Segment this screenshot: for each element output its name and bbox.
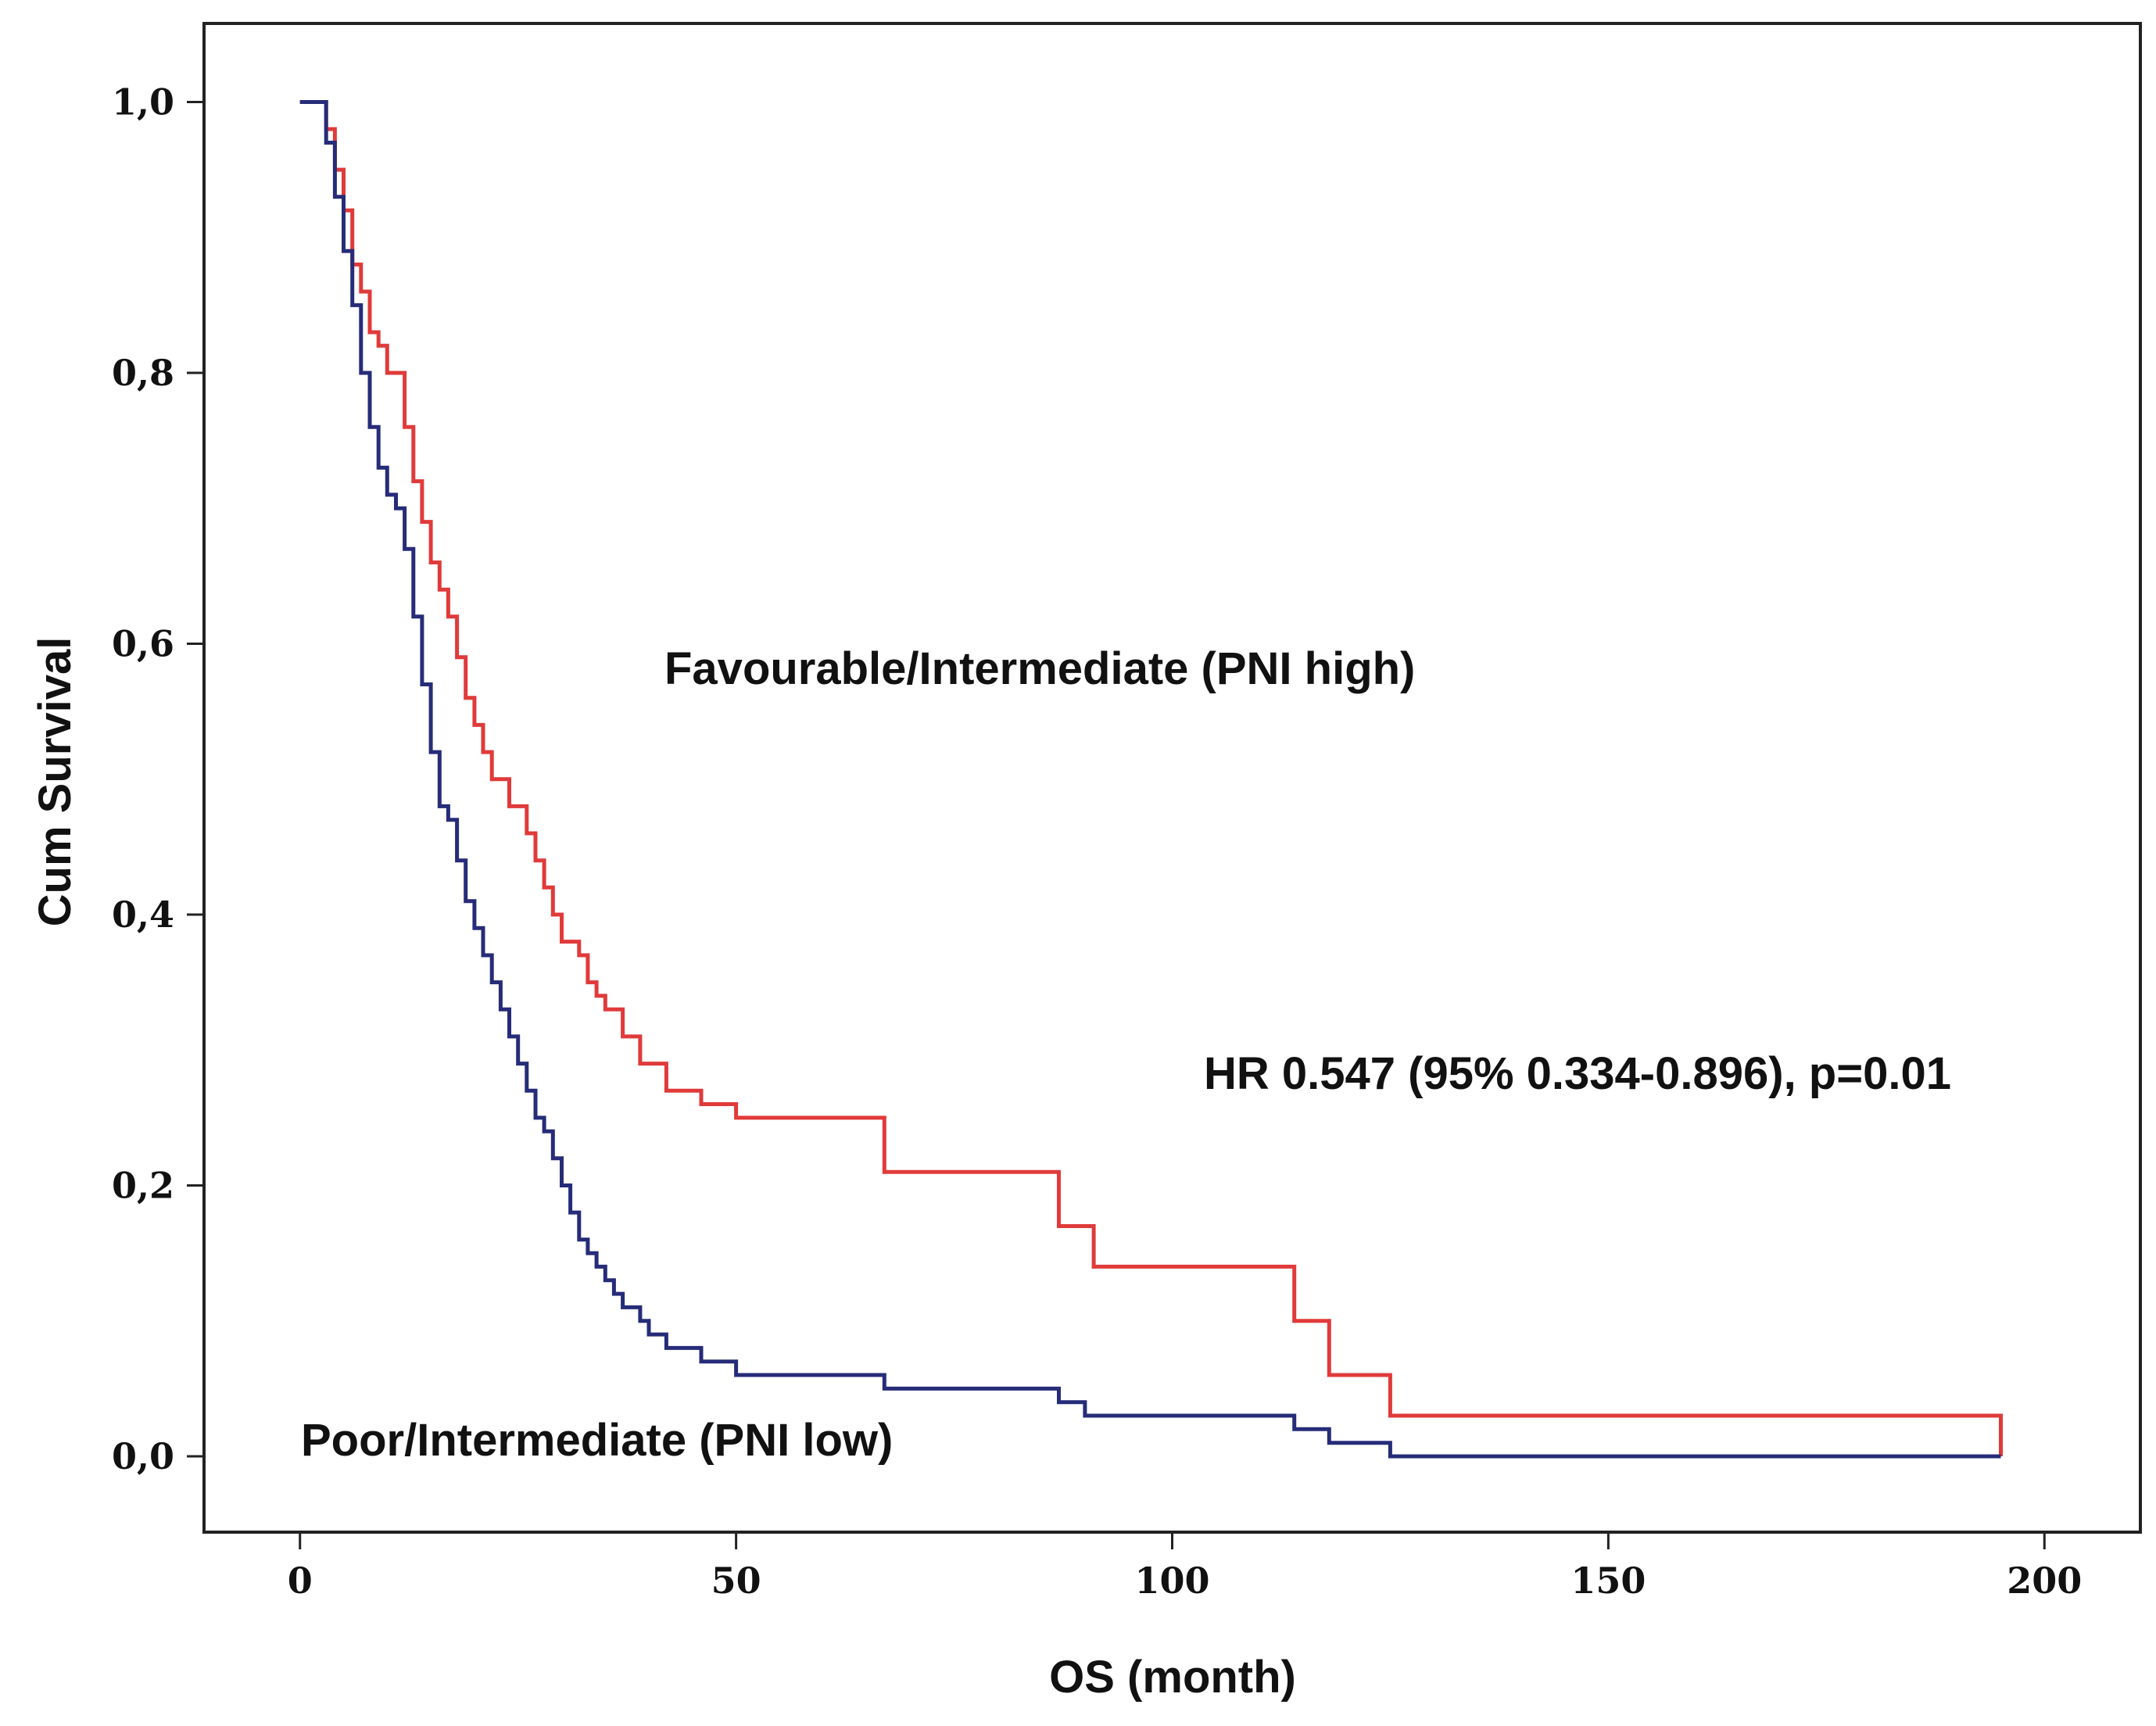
x-tick-label-50: 50: [711, 1559, 761, 1602]
y-tick-label-0,2: 0,2: [112, 1164, 174, 1206]
x-tick-label-100: 100: [1134, 1559, 1209, 1602]
annotation-label-high: Favourable/Intermediate (PNI high): [664, 643, 1415, 694]
x-tick-label-0: 0: [288, 1559, 313, 1602]
y-tick-label-0,0: 0,0: [112, 1435, 174, 1477]
annotation-label-low: Poor/Intermediate (PNI low): [301, 1415, 893, 1466]
y-axis-ticks: 0,0 0,2 0,4 0,6 0,8 1,0: [112, 81, 204, 1477]
y-tick-label-1,0: 1,0: [112, 81, 174, 123]
y-tick-label-0,4: 0,4: [112, 893, 174, 936]
x-tick-label-150: 150: [1570, 1559, 1646, 1602]
annotation-hr: HR 0.547 (95% 0.334-0.896), p=0.01: [1204, 1048, 1951, 1099]
series-line-pni-low: [299, 100, 2001, 1459]
series-layer: [299, 100, 2003, 1459]
y-tick-label-0,6: 0,6: [112, 622, 174, 664]
series-line-pni-high: [299, 100, 2003, 1456]
x-axis-ticks: 0 50 100 150 200: [288, 1532, 2082, 1602]
y-axis-title: Cum Survival: [30, 637, 81, 927]
x-tick-label-200: 200: [2007, 1559, 2082, 1602]
y-tick-label-0,8: 0,8: [112, 352, 174, 394]
x-axis-title: OS (month): [1049, 1652, 1296, 1703]
